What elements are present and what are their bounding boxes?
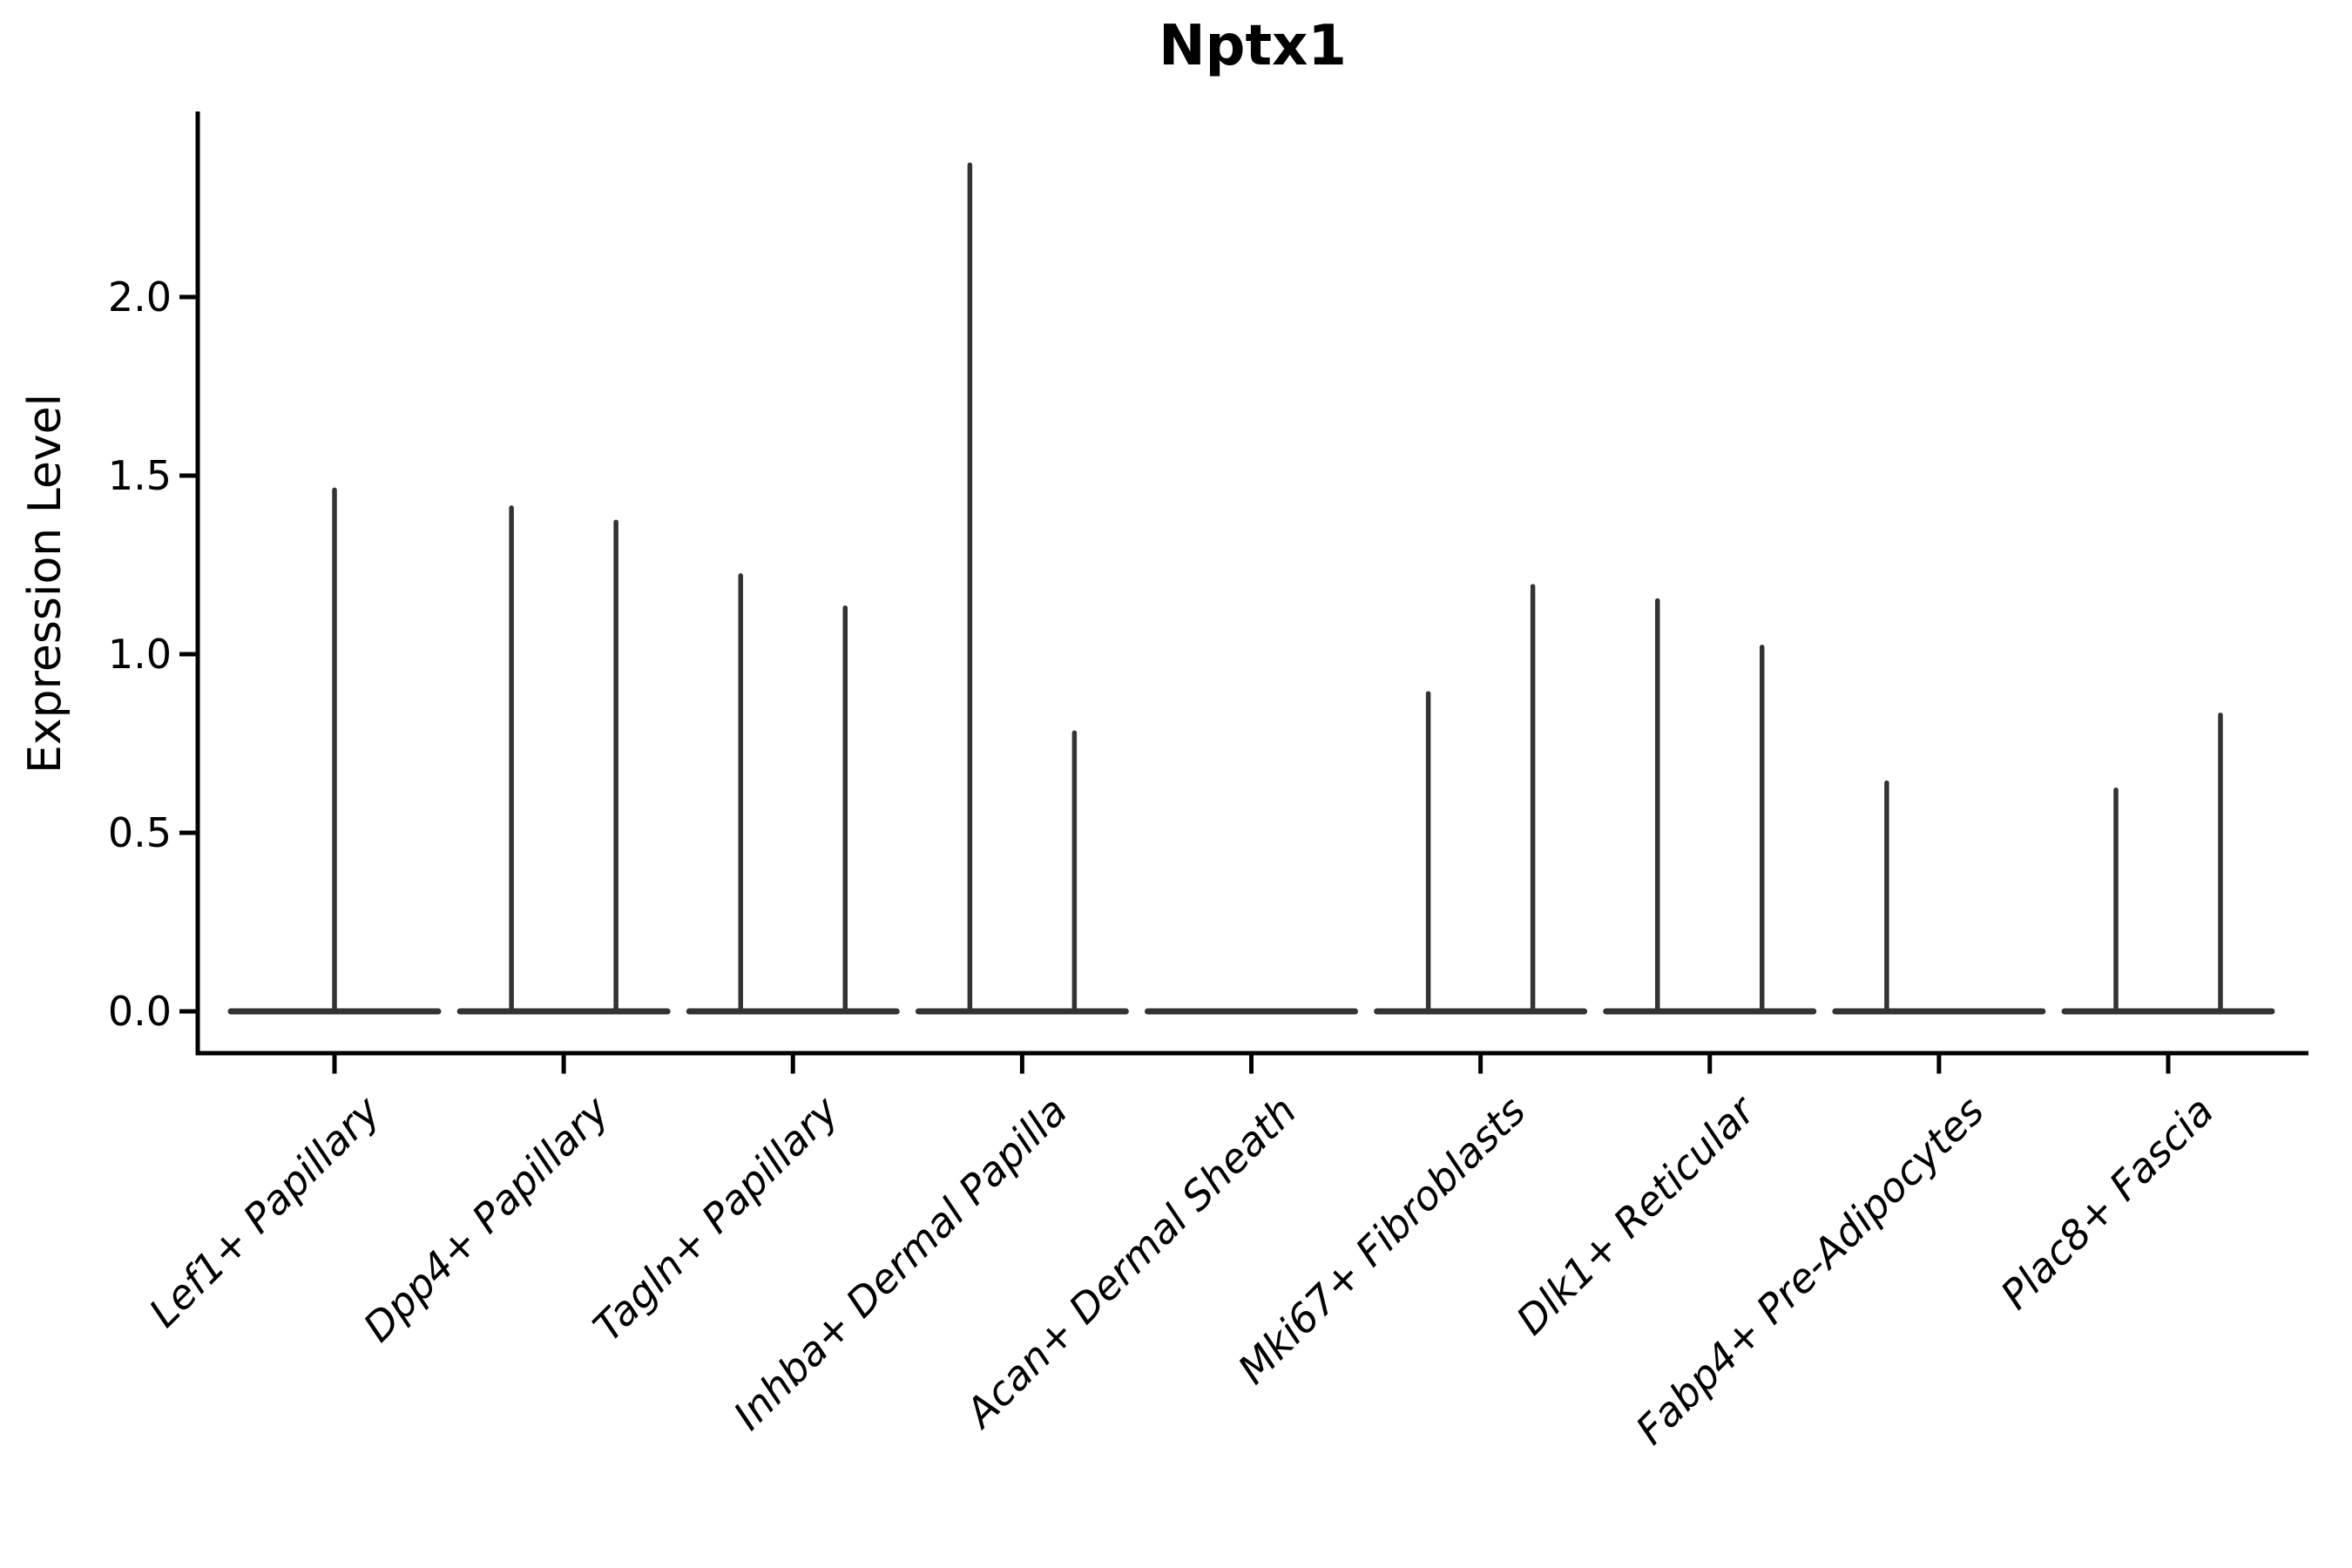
y-tick-label: 2.0 (107, 274, 172, 321)
y-tick-label: 1.0 (107, 631, 172, 678)
y-tick-label: 0.5 (107, 809, 172, 856)
chart-title: Nptx1 (1159, 14, 1347, 78)
y-tick-label: 1.5 (107, 452, 172, 499)
y-tick-label: 0.0 (107, 988, 172, 1035)
